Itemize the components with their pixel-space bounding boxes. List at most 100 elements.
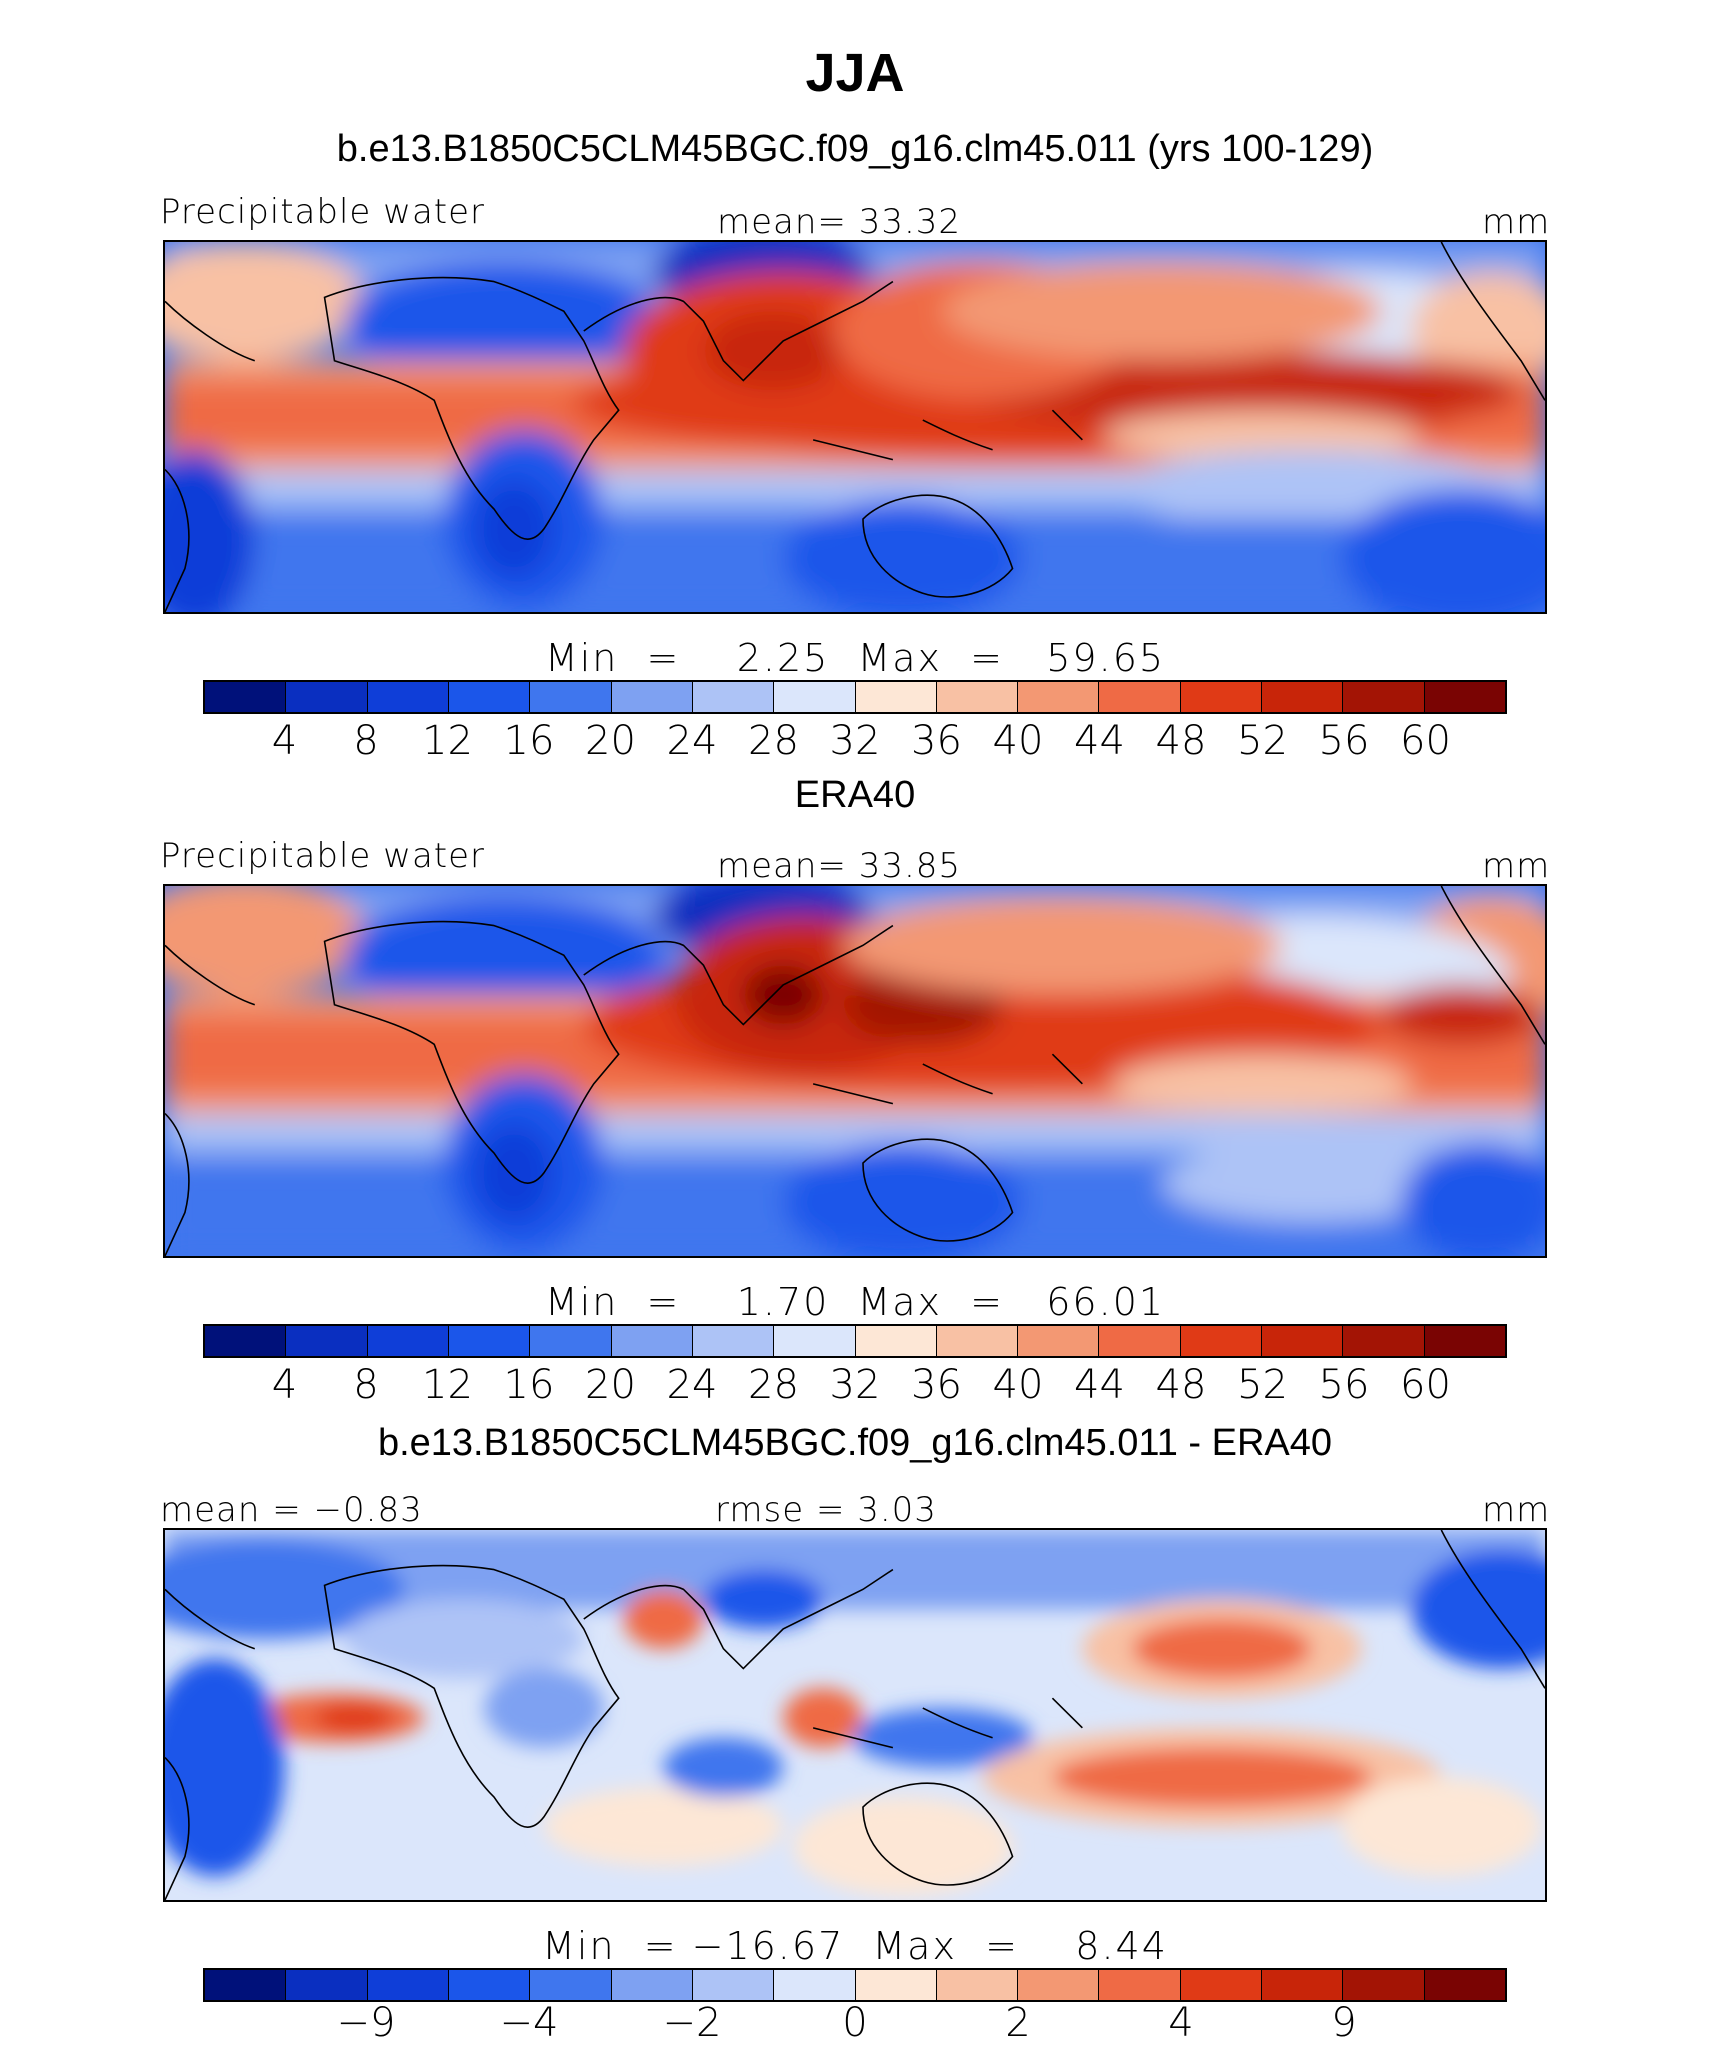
- colorbar-swatch: [205, 1326, 287, 1356]
- colorbar-tick-label: 9: [1331, 2000, 1357, 2046]
- colorbar-swatch: [692, 682, 775, 712]
- panel-3-units-label: mm: [1482, 1490, 1551, 1530]
- panel-1-min-max: Min = 2.25 Max = 59.65: [544, 636, 1166, 680]
- panel-3-rmse-label: rmse = 3.03: [715, 1490, 937, 1530]
- colorbar-tick-label: 24: [666, 1362, 718, 1408]
- colorbar-tick-label: 12: [422, 718, 473, 764]
- colorbar-tick-label: 48: [1155, 718, 1207, 764]
- colorbar-tick-label: 52: [1237, 1362, 1288, 1408]
- colorbar-tick-label: 32: [829, 1362, 881, 1408]
- colorbar-swatch: [1099, 1970, 1181, 2000]
- colorbar-swatch: [448, 682, 531, 712]
- colorbar-swatch: [611, 682, 693, 712]
- colorbar-swatch: [1343, 1326, 1425, 1356]
- panel-3-mean-label: mean = −0.83: [160, 1490, 423, 1530]
- colorbar-swatch: [448, 1970, 531, 2000]
- panel-2-subtitle: ERA40: [794, 774, 916, 816]
- colorbar-tick-label: −2: [662, 2000, 722, 2046]
- colorbar-tick-label: 24: [666, 718, 718, 764]
- colorbar-tick-label: 56: [1318, 718, 1370, 764]
- colorbar-tick-label: −4: [499, 2000, 559, 2046]
- colorbar-tick-label: 28: [748, 1362, 799, 1408]
- colorbar-tick-label: 48: [1155, 1362, 1207, 1408]
- panel-2-map: [163, 884, 1547, 1258]
- colorbar-tick-label: 4: [271, 1362, 298, 1408]
- colorbar-tick-label: −9: [336, 2000, 396, 2046]
- colorbar-tick-label: 16: [503, 1362, 555, 1408]
- colorbar-tick-label: 60: [1400, 718, 1451, 764]
- colorbar-tick-label: 56: [1318, 1362, 1370, 1408]
- colorbar-swatch: [205, 1970, 287, 2000]
- panel-2-colorbar-ticks: 4 8 12 16 20 24 28 32 36 40 44 48 52 56 60: [203, 1362, 1507, 1408]
- colorbar-swatch: [1343, 682, 1425, 712]
- panel-2-mean-label: mean= 33.85: [717, 846, 962, 886]
- panel-1-map: [163, 240, 1547, 614]
- colorbar-tick-label: 32: [829, 718, 881, 764]
- colorbar-swatch: [1262, 1970, 1344, 2000]
- colorbar-tick-label: 0: [842, 2000, 868, 2046]
- colorbar-tick-label: 20: [585, 1362, 636, 1408]
- colorbar-tick-label: 52: [1237, 718, 1288, 764]
- colorbar-tick-label: 20: [585, 718, 636, 764]
- panel-1-units-label: mm: [1482, 202, 1551, 242]
- colorbar-swatch: [1180, 682, 1263, 712]
- figure-title: JJA: [805, 43, 905, 103]
- colorbar-swatch: [367, 1326, 449, 1356]
- panel-2-map-field: [165, 886, 1545, 1256]
- colorbar-swatch: [611, 1970, 693, 2000]
- colorbar-tick-label: 40: [992, 718, 1044, 764]
- panel-2-variable-label: Precipitable water: [160, 836, 486, 876]
- colorbar-swatch: [286, 1970, 368, 2000]
- panel-1-variable-label: Precipitable water: [160, 192, 486, 232]
- colorbar-swatch: [774, 1970, 856, 2000]
- colorbar-tick-label: 8: [353, 718, 379, 764]
- colorbar-swatch: [1262, 682, 1344, 712]
- colorbar-tick-label: 36: [911, 1362, 962, 1408]
- colorbar-swatch: [692, 1970, 775, 2000]
- colorbar-tick-label: 8: [353, 1362, 379, 1408]
- colorbar-swatch: [1424, 1970, 1505, 2000]
- colorbar-tick-label: 36: [911, 718, 962, 764]
- colorbar-swatch: [936, 1326, 1019, 1356]
- panel-3-map: [163, 1528, 1547, 1902]
- colorbar-tick-label: 44: [1074, 718, 1125, 764]
- colorbar-tick-label: 40: [992, 1362, 1044, 1408]
- colorbar-swatch: [367, 1970, 449, 2000]
- colorbar-swatch: [1099, 682, 1181, 712]
- colorbar-swatch: [1180, 1970, 1263, 2000]
- colorbar-swatch: [1424, 1326, 1505, 1356]
- colorbar-swatch: [1018, 682, 1100, 712]
- colorbar-swatch: [855, 1970, 937, 2000]
- panel-1-mean-label: mean= 33.32: [717, 202, 962, 242]
- colorbar-swatch: [1099, 1326, 1181, 1356]
- panel-2-coastlines: [165, 886, 1545, 1256]
- colorbar-tick-label: 4: [271, 718, 298, 764]
- panel-1-colorbar-ticks: 4 8 12 16 20 24 28 32 36 40 44 48 52 56 60: [203, 718, 1507, 764]
- colorbar-swatch: [774, 682, 856, 712]
- colorbar-tick-label: 28: [748, 718, 799, 764]
- colorbar-swatch: [286, 1326, 368, 1356]
- panel-1-map-field: [165, 242, 1545, 612]
- colorbar-swatch: [1262, 1326, 1344, 1356]
- colorbar-tick-label: 12: [422, 1362, 473, 1408]
- colorbar-swatch: [205, 682, 287, 712]
- colorbar-swatch: [1424, 682, 1505, 712]
- panel-2-min-max: Min = 1.70 Max = 66.01: [544, 1280, 1166, 1324]
- colorbar-swatch: [1343, 1970, 1425, 2000]
- colorbar-tick-label: 44: [1074, 1362, 1125, 1408]
- colorbar-swatch: [855, 682, 937, 712]
- panel-3-min-max: Min = −16.67 Max = 8.44: [542, 1924, 1168, 1968]
- colorbar-swatch: [936, 682, 1019, 712]
- colorbar-swatch: [1180, 1326, 1263, 1356]
- panel-3-colorbar-ticks: −9 −4 −2 0 2 4 9: [203, 2000, 1507, 2046]
- panel-1-colorbar: [203, 680, 1507, 714]
- colorbar-swatch: [611, 1326, 693, 1356]
- colorbar-swatch: [286, 682, 368, 712]
- panel-3-map-field: [165, 1530, 1545, 1900]
- panel-1-coastlines: [165, 242, 1545, 612]
- colorbar-swatch: [530, 1970, 612, 2000]
- panel-3-colorbar: [203, 1968, 1507, 2002]
- colorbar-swatch: [774, 1326, 856, 1356]
- colorbar-tick-label: 16: [503, 718, 555, 764]
- colorbar-swatch: [855, 1326, 937, 1356]
